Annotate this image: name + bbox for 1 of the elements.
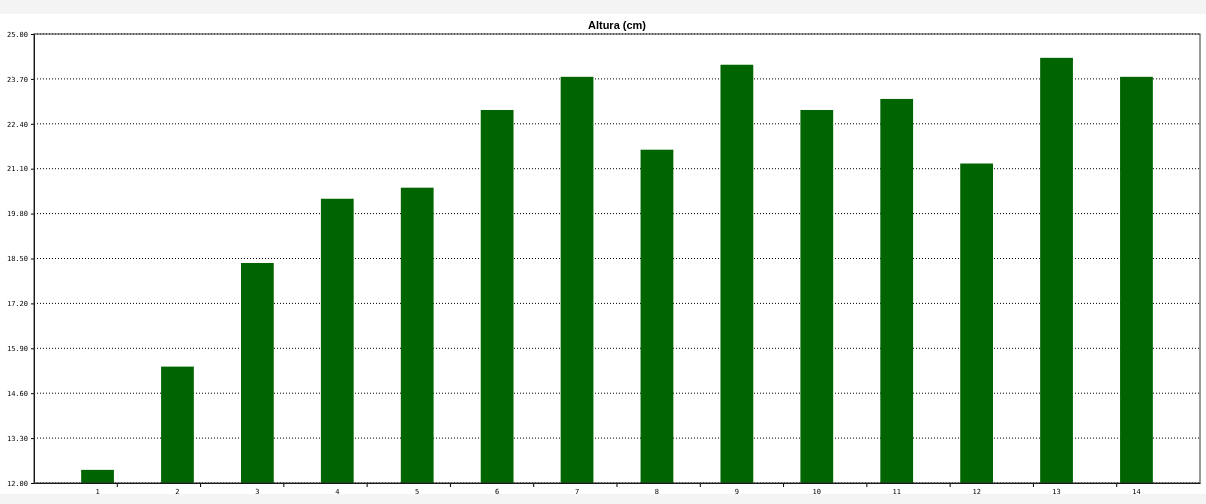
- chart-title: Altura (cm): [587, 19, 647, 31]
